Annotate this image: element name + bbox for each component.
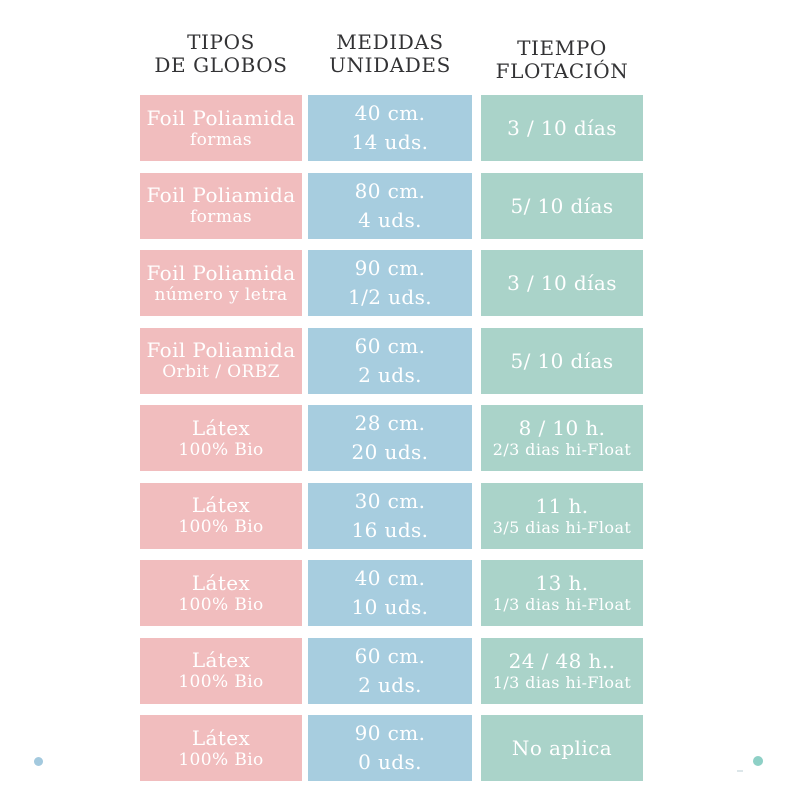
- cell-tiempo-flotacion: No aplica: [481, 715, 643, 781]
- cell-medida-unidades: 28 cm. 20 uds.: [308, 405, 472, 471]
- cell-tipo-globo: Látex 100% Bio: [140, 637, 302, 704]
- cell-tiempo-flotacion: 5/ 10 días: [481, 327, 643, 394]
- cell-tipo-globo: Foil Poliamida número y letra: [140, 250, 302, 316]
- medida-line1: 90 cm.: [354, 256, 426, 280]
- cell-tipo-globo: Foil Poliamida formas: [140, 172, 302, 239]
- medida-line2: 1/2 uds.: [347, 285, 433, 309]
- medida-line2: 0 uds.: [358, 750, 422, 774]
- medida-line1: 90 cm.: [354, 721, 426, 745]
- tipo-line2: número y letra: [154, 284, 288, 305]
- cell-tiempo-flotacion: 3 / 10 días: [481, 250, 643, 316]
- decorative-dash-bottom-right: [737, 770, 743, 772]
- tiempo-line1: 8 / 10 h.: [518, 416, 606, 440]
- cell-tipo-globo: Látex 100% Bio: [140, 560, 302, 626]
- cell-medida-unidades: 90 cm. 0 uds.: [308, 715, 472, 781]
- cell-medida-unidades: 30 cm. 16 uds.: [308, 482, 472, 549]
- tipo-line2: 100% Bio: [178, 439, 264, 460]
- table-row: Látex 100% Bio 28 cm. 20 uds. 8 / 10 h. …: [140, 405, 643, 471]
- medida-line1: 28 cm.: [354, 411, 426, 435]
- tiempo-line1: 11 h.: [535, 493, 589, 518]
- medida-line1: 40 cm.: [354, 566, 426, 590]
- table-row: Látex 100% Bio 60 cm. 2 uds. 24 / 48 h..…: [140, 637, 643, 704]
- cell-tiempo-flotacion: 13 h. 1/3 dias hi-Float: [481, 560, 643, 626]
- column-header-tiempo-flotacion: TIEMPO FLOTACIÓN: [481, 37, 643, 83]
- tipo-line2: 100% Bio: [178, 749, 264, 770]
- table-row: Látex 100% Bio 40 cm. 10 uds. 13 h. 1/3 …: [140, 560, 643, 626]
- decorative-dot-bottom-left: [34, 757, 43, 766]
- column-header-medidas-unidades: MEDIDAS UNIDADES: [308, 31, 472, 77]
- tiempo-line1: 5/ 10 días: [510, 193, 614, 218]
- table-row: Foil Poliamida número y letra 90 cm. 1/2…: [140, 250, 643, 316]
- cell-medida-unidades: 40 cm. 10 uds.: [308, 560, 472, 626]
- tipo-line1: Látex: [191, 648, 251, 672]
- tipo-line1: Foil Poliamida: [146, 183, 296, 207]
- cell-tiempo-flotacion: 3 / 10 días: [481, 95, 643, 161]
- header-line: DE GLOBOS: [154, 53, 288, 77]
- tiempo-line2: 1/3 dias hi-Float: [492, 672, 632, 692]
- tipo-line1: Látex: [191, 415, 251, 440]
- header-line: MEDIDAS: [336, 30, 444, 54]
- tiempo-line1: 24 / 48 h..: [508, 648, 616, 673]
- tiempo-line2: 3/5 dias hi-Float: [492, 517, 632, 537]
- table-body: Foil Poliamida formas 40 cm. 14 uds. 3 /…: [140, 95, 643, 781]
- header-line: UNIDADES: [329, 53, 451, 77]
- decorative-dot-bottom-right: [753, 756, 763, 766]
- tiempo-line1: 5/ 10 días: [510, 348, 614, 373]
- column-header-tipos-de-globos: TIPOS DE GLOBOS: [140, 31, 302, 77]
- cell-tiempo-flotacion: 24 / 48 h.. 1/3 dias hi-Float: [481, 637, 643, 704]
- table-row: Foil Poliamida Orbit / ORBZ 60 cm. 2 uds…: [140, 327, 643, 394]
- tiempo-line1: No aplica: [511, 736, 613, 760]
- tiempo-line1: 3 / 10 días: [507, 271, 617, 295]
- tiempo-line2: 2/3 dias hi-Float: [492, 440, 632, 459]
- medida-line1: 60 cm.: [354, 333, 426, 358]
- medida-line2: 4 uds.: [358, 207, 422, 232]
- tipo-line2: 100% Bio: [178, 517, 264, 537]
- medida-line1: 60 cm.: [354, 643, 426, 668]
- medida-line2: 2 uds.: [358, 672, 422, 697]
- tipo-line2: 100% Bio: [178, 672, 264, 692]
- header-line: TIPOS: [187, 30, 255, 54]
- medida-line2: 2 uds.: [358, 362, 422, 387]
- tipo-line2: formas: [189, 129, 253, 150]
- tipo-line1: Látex: [191, 570, 251, 595]
- header-line: TIEMPO: [517, 36, 607, 60]
- tipo-line1: Foil Poliamida: [146, 105, 296, 130]
- medida-line2: 20 uds.: [351, 440, 429, 464]
- cell-medida-unidades: 60 cm. 2 uds.: [308, 637, 472, 704]
- cell-tipo-globo: Látex 100% Bio: [140, 405, 302, 471]
- cell-medida-unidades: 80 cm. 4 uds.: [308, 172, 472, 239]
- cell-tipo-globo: Foil Poliamida formas: [140, 95, 302, 161]
- header-line: FLOTACIÓN: [495, 59, 629, 83]
- tiempo-line1: 13 h.: [535, 571, 589, 595]
- cell-tipo-globo: Látex 100% Bio: [140, 482, 302, 549]
- medida-line1: 80 cm.: [354, 178, 426, 203]
- cell-tiempo-flotacion: 11 h. 3/5 dias hi-Float: [481, 482, 643, 549]
- cell-medida-unidades: 90 cm. 1/2 uds.: [308, 250, 472, 316]
- tiempo-line2: 1/3 dias hi-Float: [492, 595, 632, 614]
- tiempo-line1: 3 / 10 días: [507, 116, 617, 140]
- cell-tiempo-flotacion: 5/ 10 días: [481, 172, 643, 239]
- tipo-line1: Látex: [191, 493, 251, 517]
- table-row: Látex 100% Bio 30 cm. 16 uds. 11 h. 3/5 …: [140, 482, 643, 549]
- table-row: Foil Poliamida formas 80 cm. 4 uds. 5/ 1…: [140, 172, 643, 239]
- medida-line1: 40 cm.: [354, 101, 426, 125]
- cell-tipo-globo: Foil Poliamida Orbit / ORBZ: [140, 327, 302, 394]
- tipo-line2: formas: [189, 207, 253, 227]
- cell-medida-unidades: 40 cm. 14 uds.: [308, 95, 472, 161]
- cell-tiempo-flotacion: 8 / 10 h. 2/3 dias hi-Float: [481, 405, 643, 471]
- medida-line2: 14 uds.: [351, 130, 429, 154]
- tipo-line1: Foil Poliamida: [146, 260, 296, 285]
- medida-line2: 16 uds.: [351, 517, 429, 542]
- cell-tipo-globo: Látex 100% Bio: [140, 715, 302, 781]
- tipo-line1: Foil Poliamida: [146, 338, 296, 362]
- tipo-line1: Látex: [191, 725, 251, 750]
- tipo-line2: Orbit / ORBZ: [162, 362, 280, 382]
- medida-line1: 30 cm.: [354, 488, 426, 513]
- table-row: Látex 100% Bio 90 cm. 0 uds. No aplica: [140, 715, 643, 781]
- cell-medida-unidades: 60 cm. 2 uds.: [308, 327, 472, 394]
- medida-line2: 10 uds.: [351, 595, 429, 619]
- tipo-line2: 100% Bio: [178, 594, 264, 615]
- table-row: Foil Poliamida formas 40 cm. 14 uds. 3 /…: [140, 95, 643, 161]
